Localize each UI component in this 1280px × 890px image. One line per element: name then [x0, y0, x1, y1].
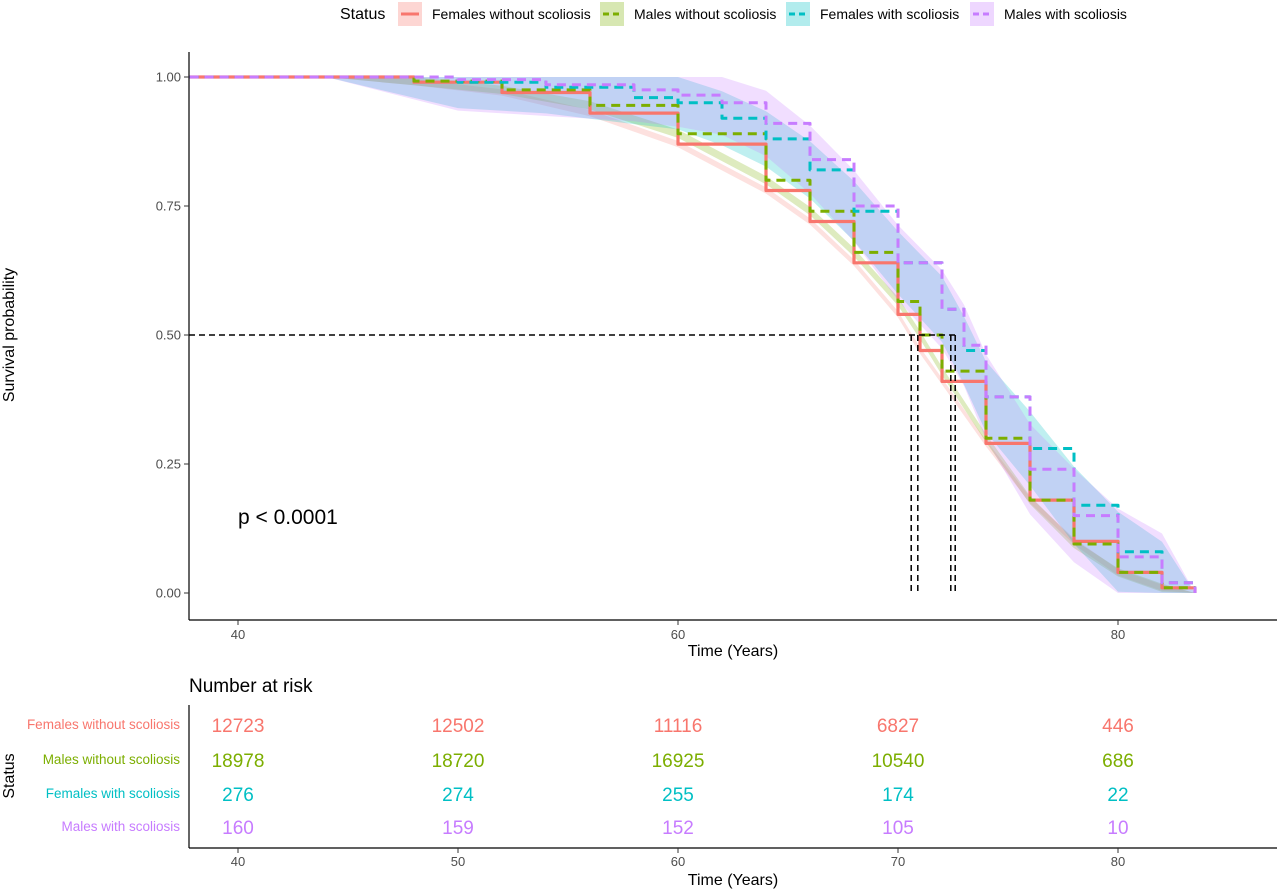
- y-axis-title: Survival probability: [1, 268, 18, 402]
- median-reference-lines: [189, 334, 956, 593]
- risk-x-tick-label: 40: [231, 854, 245, 869]
- risk-cell: 11116: [654, 716, 703, 737]
- y-tick-label: 0.75: [156, 199, 181, 214]
- risk-table-y-axis-title: Status: [1, 753, 18, 798]
- risk-row-label: Females with scoliosis: [46, 786, 181, 801]
- risk-cell: 18978: [212, 751, 265, 772]
- risk-cell: 255: [662, 785, 694, 806]
- survival-curve-males-with-scoliosis: [189, 75, 1197, 593]
- y-tick-label: 0.00: [156, 586, 181, 601]
- risk-table-title: Number at risk: [189, 676, 313, 697]
- risk-cell: 276: [222, 785, 254, 806]
- risk-cell: 18720: [432, 751, 485, 772]
- legend-label: Females with scoliosis: [820, 6, 959, 22]
- legend-label: Males with scoliosis: [1004, 6, 1127, 22]
- x-tick-label: 40: [231, 627, 245, 642]
- risk-x-tick-label: 70: [891, 854, 905, 869]
- x-axis-title: Time (Years): [688, 643, 778, 660]
- y-tick-label: 0.50: [156, 328, 181, 343]
- risk-row-label: Females without scoliosis: [27, 717, 180, 732]
- risk-cell: 446: [1102, 716, 1134, 737]
- y-tick-label: 0.25: [156, 457, 181, 472]
- risk-row-label: Males with scoliosis: [61, 819, 180, 834]
- legend-title: Status: [340, 6, 385, 23]
- risk-cell: 159: [442, 818, 474, 839]
- x-tick-label: 60: [671, 627, 685, 642]
- risk-cell: 10: [1107, 818, 1128, 839]
- y-tick-label: 1.00: [156, 70, 181, 85]
- legend: Status Females without scoliosis Males wit…: [340, 2, 1127, 26]
- x-tick-label: 80: [1111, 627, 1125, 642]
- risk-cell: 6827: [877, 716, 919, 737]
- risk-cell: 152: [662, 818, 694, 839]
- legend-label: Males without scoliosis: [634, 6, 776, 22]
- risk-cell: 10540: [872, 751, 925, 772]
- risk-cell: 274: [442, 785, 474, 806]
- risk-cell: 16925: [652, 751, 705, 772]
- risk-cell: 160: [222, 818, 254, 839]
- risk-x-tick-label: 50: [451, 854, 465, 869]
- survival-plot: 0.00 0.25 0.50 0.75 1.00 40 60 80 Time (Years) Su…: [1, 52, 1277, 660]
- risk-cell: 174: [882, 785, 914, 806]
- survival-curve-males-without-scoliosis: [189, 75, 1197, 593]
- survival-curves: [189, 75, 1197, 593]
- risk-cell: 686: [1102, 751, 1134, 772]
- risk-cell: 105: [882, 818, 914, 839]
- p-value-annotation: p < 0.0001: [238, 506, 338, 529]
- risk-table-x-axis-title: Time (Years): [688, 872, 778, 889]
- risk-x-tick-label: 60: [671, 854, 685, 869]
- risk-x-tick-label: 80: [1111, 854, 1125, 869]
- risk-row-label: Males without scoliosis: [43, 752, 181, 767]
- risk-cell: 22: [1107, 785, 1128, 806]
- risk-table: Number at risk Females without scoliosis 1…: [1, 676, 1277, 889]
- survival-curve-females-with-scoliosis: [189, 75, 1197, 593]
- axes: 0.00 0.25 0.50 0.75 1.00 40 60 80 Time (Years) Su…: [1, 52, 1277, 660]
- risk-cell: 12723: [212, 716, 265, 737]
- legend-label: Females without scoliosis: [432, 6, 591, 22]
- risk-cell: 12502: [432, 716, 485, 737]
